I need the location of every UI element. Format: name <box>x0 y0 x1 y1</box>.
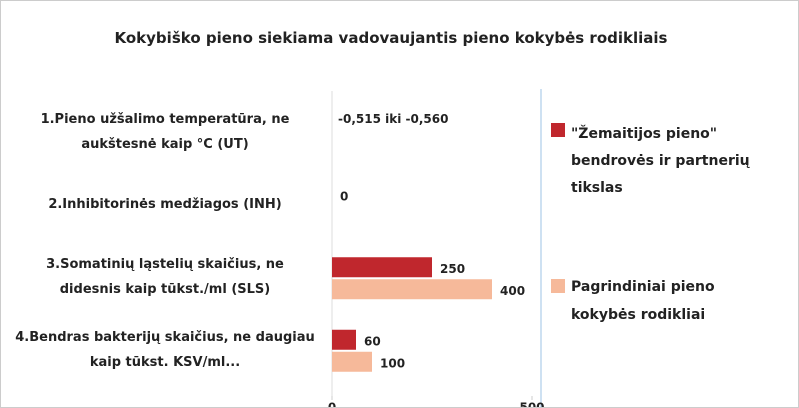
value-label: 400 <box>500 284 525 298</box>
y-tick-label: 4.Bendras bakterijų skaičius, ne daugiau… <box>15 329 315 370</box>
value-label: 100 <box>380 356 405 370</box>
bar <box>332 257 432 278</box>
legend-label: "Žemaitijos pieno" bendrovės ir partneri… <box>571 126 750 196</box>
y-tick-label: 2.Inhibitorinės medžiagos (INH) <box>48 197 282 213</box>
legend-label: Pagrindiniai pieno kokybės rodikliai <box>571 279 715 323</box>
bar <box>332 351 372 372</box>
value-label: 250 <box>440 262 465 276</box>
x-tick-label: 500 <box>519 401 544 408</box>
value-label: 0 <box>340 189 348 203</box>
bar <box>332 279 492 300</box>
y-tick-label: 1.Pieno užšalimo temperatūra, ne aukštes… <box>40 112 290 153</box>
x-tick-label: 0 <box>328 401 336 408</box>
legend-swatch <box>551 123 565 137</box>
bar <box>332 329 356 350</box>
chart-title: Kokybiško pieno siekiama vadovaujantis p… <box>114 29 668 47</box>
annotation: -0,515 iki -0,560 <box>338 112 448 126</box>
y-tick-label: 3.Somatinių ląstelių skaičius, ne didesn… <box>46 257 284 298</box>
value-label: 60 <box>364 334 381 348</box>
legend-swatch <box>551 279 565 293</box>
